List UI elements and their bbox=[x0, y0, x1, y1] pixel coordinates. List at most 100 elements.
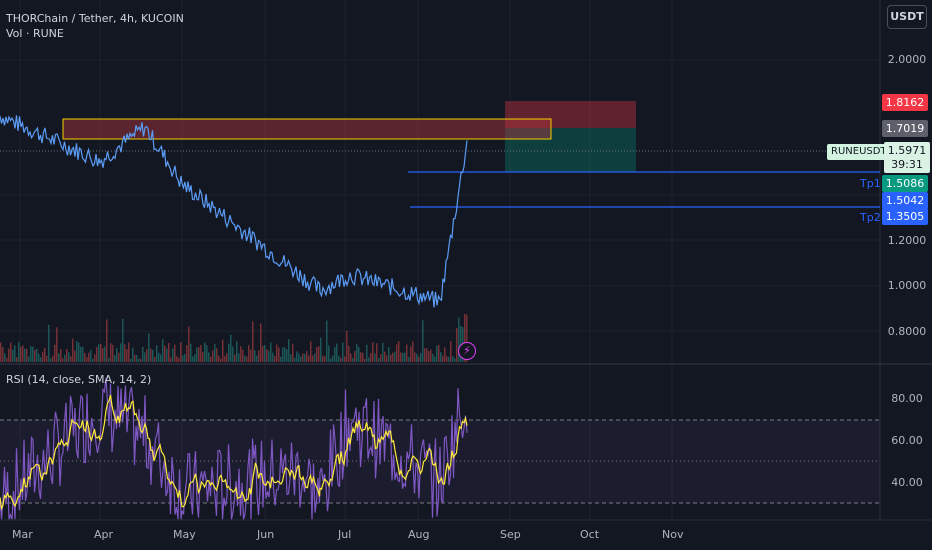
volume-bar bbox=[54, 344, 56, 362]
entry-price-tag: 1.7019 bbox=[882, 120, 928, 137]
volume-bar bbox=[288, 339, 290, 362]
volume-bar bbox=[286, 349, 288, 362]
volume-bar bbox=[392, 352, 394, 362]
volume-bar bbox=[452, 356, 454, 362]
supply-zone-rectangle[interactable] bbox=[62, 118, 552, 140]
volume-bar bbox=[256, 355, 258, 362]
volume-bar bbox=[42, 351, 44, 362]
volume-bar bbox=[330, 358, 332, 362]
volume-bar bbox=[242, 349, 244, 362]
price-axis-label: 1.0000 bbox=[887, 279, 927, 292]
volume-bar bbox=[134, 354, 136, 362]
time-axis-label: May bbox=[173, 528, 196, 541]
stop-loss-zone[interactable] bbox=[505, 101, 636, 128]
volume-bar bbox=[334, 347, 336, 362]
volume-bar bbox=[464, 313, 466, 362]
volume-bar bbox=[418, 356, 420, 362]
volume-bar bbox=[30, 346, 32, 362]
volume-bar bbox=[106, 319, 108, 362]
volume-bar bbox=[264, 345, 266, 362]
volume-bar bbox=[252, 321, 254, 362]
volume-bar bbox=[458, 317, 460, 362]
volume-bar bbox=[238, 353, 240, 362]
volume-bar bbox=[14, 345, 16, 362]
volume-bar bbox=[138, 358, 140, 362]
volume-bar bbox=[102, 348, 104, 362]
volume-bar bbox=[8, 348, 10, 362]
volume-bar bbox=[308, 355, 310, 362]
take-profit-zone[interactable] bbox=[505, 128, 636, 172]
volume-bar bbox=[420, 352, 422, 362]
volume-bar bbox=[292, 344, 294, 362]
volume-bar bbox=[430, 349, 432, 362]
volume-bar bbox=[350, 353, 352, 362]
volume-bar bbox=[108, 357, 110, 362]
volume-bar bbox=[180, 342, 182, 362]
volume-bar bbox=[348, 345, 350, 362]
volume-bar bbox=[450, 341, 452, 362]
volume-bar bbox=[224, 356, 226, 362]
currency-button[interactable]: USDT bbox=[887, 5, 927, 29]
volume-bar bbox=[260, 323, 262, 362]
volume-bar bbox=[436, 345, 438, 362]
volume-bar bbox=[396, 344, 398, 362]
volume-bar bbox=[270, 342, 272, 362]
lightning-icon[interactable]: ⚡ bbox=[458, 342, 476, 360]
volume-bar bbox=[240, 346, 242, 362]
volume-bar bbox=[354, 351, 356, 362]
volume-bar bbox=[388, 347, 390, 362]
volume-bar bbox=[304, 353, 306, 362]
volume-bar bbox=[126, 349, 128, 362]
volume-bar bbox=[426, 348, 428, 362]
volume-bar bbox=[410, 346, 412, 362]
volume-bar bbox=[146, 349, 148, 362]
volume-bar bbox=[382, 342, 384, 362]
volume-bar bbox=[312, 355, 314, 362]
volume-bar bbox=[94, 354, 96, 362]
volume-bar bbox=[18, 342, 20, 362]
volume-bar bbox=[342, 342, 344, 362]
volume-bar bbox=[414, 352, 416, 362]
volume-bar bbox=[374, 353, 376, 362]
volume-bar bbox=[370, 353, 372, 362]
volume-bar bbox=[390, 354, 392, 362]
price-gridlines bbox=[0, 0, 880, 520]
volume-bar bbox=[40, 357, 42, 362]
volume-bar bbox=[104, 346, 106, 362]
volume-bar bbox=[200, 345, 202, 362]
volume-bar bbox=[234, 354, 236, 362]
volume-bar bbox=[46, 355, 48, 362]
volume-bar bbox=[318, 346, 320, 362]
volume-bar bbox=[100, 344, 102, 362]
volume-bar bbox=[226, 353, 228, 362]
volume-legend: Vol · RUNE bbox=[6, 27, 64, 40]
volume-bar bbox=[202, 352, 204, 362]
volume-bar bbox=[188, 326, 190, 362]
rsi-axis-label: 40.00 bbox=[891, 476, 923, 489]
volume-bar bbox=[368, 357, 370, 362]
volume-bar bbox=[394, 351, 396, 362]
time-axis-label: Oct bbox=[580, 528, 600, 541]
rsi-legend: RSI (14, close, SMA, 14, 2) bbox=[6, 373, 152, 386]
volume-bar bbox=[378, 357, 380, 362]
volume-bar bbox=[290, 354, 292, 362]
volume-bar bbox=[208, 352, 210, 362]
volume-bar bbox=[400, 352, 402, 362]
volume-bar bbox=[62, 358, 64, 362]
volume-bar bbox=[0, 342, 2, 362]
volume-bar bbox=[12, 349, 14, 362]
time-axis-label: Jun bbox=[257, 528, 275, 541]
volume-bar bbox=[366, 344, 368, 362]
volume-bar bbox=[64, 354, 66, 362]
volume-bar bbox=[404, 352, 406, 362]
volume-bar bbox=[6, 357, 8, 362]
volume-bar bbox=[444, 347, 446, 362]
volume-bars bbox=[0, 313, 468, 362]
volume-bar bbox=[22, 345, 24, 362]
volume-bar bbox=[110, 343, 112, 362]
volume-bar bbox=[384, 351, 386, 362]
volume-bar bbox=[424, 348, 426, 362]
volume-bar bbox=[90, 349, 92, 362]
volume-bar bbox=[266, 349, 268, 362]
